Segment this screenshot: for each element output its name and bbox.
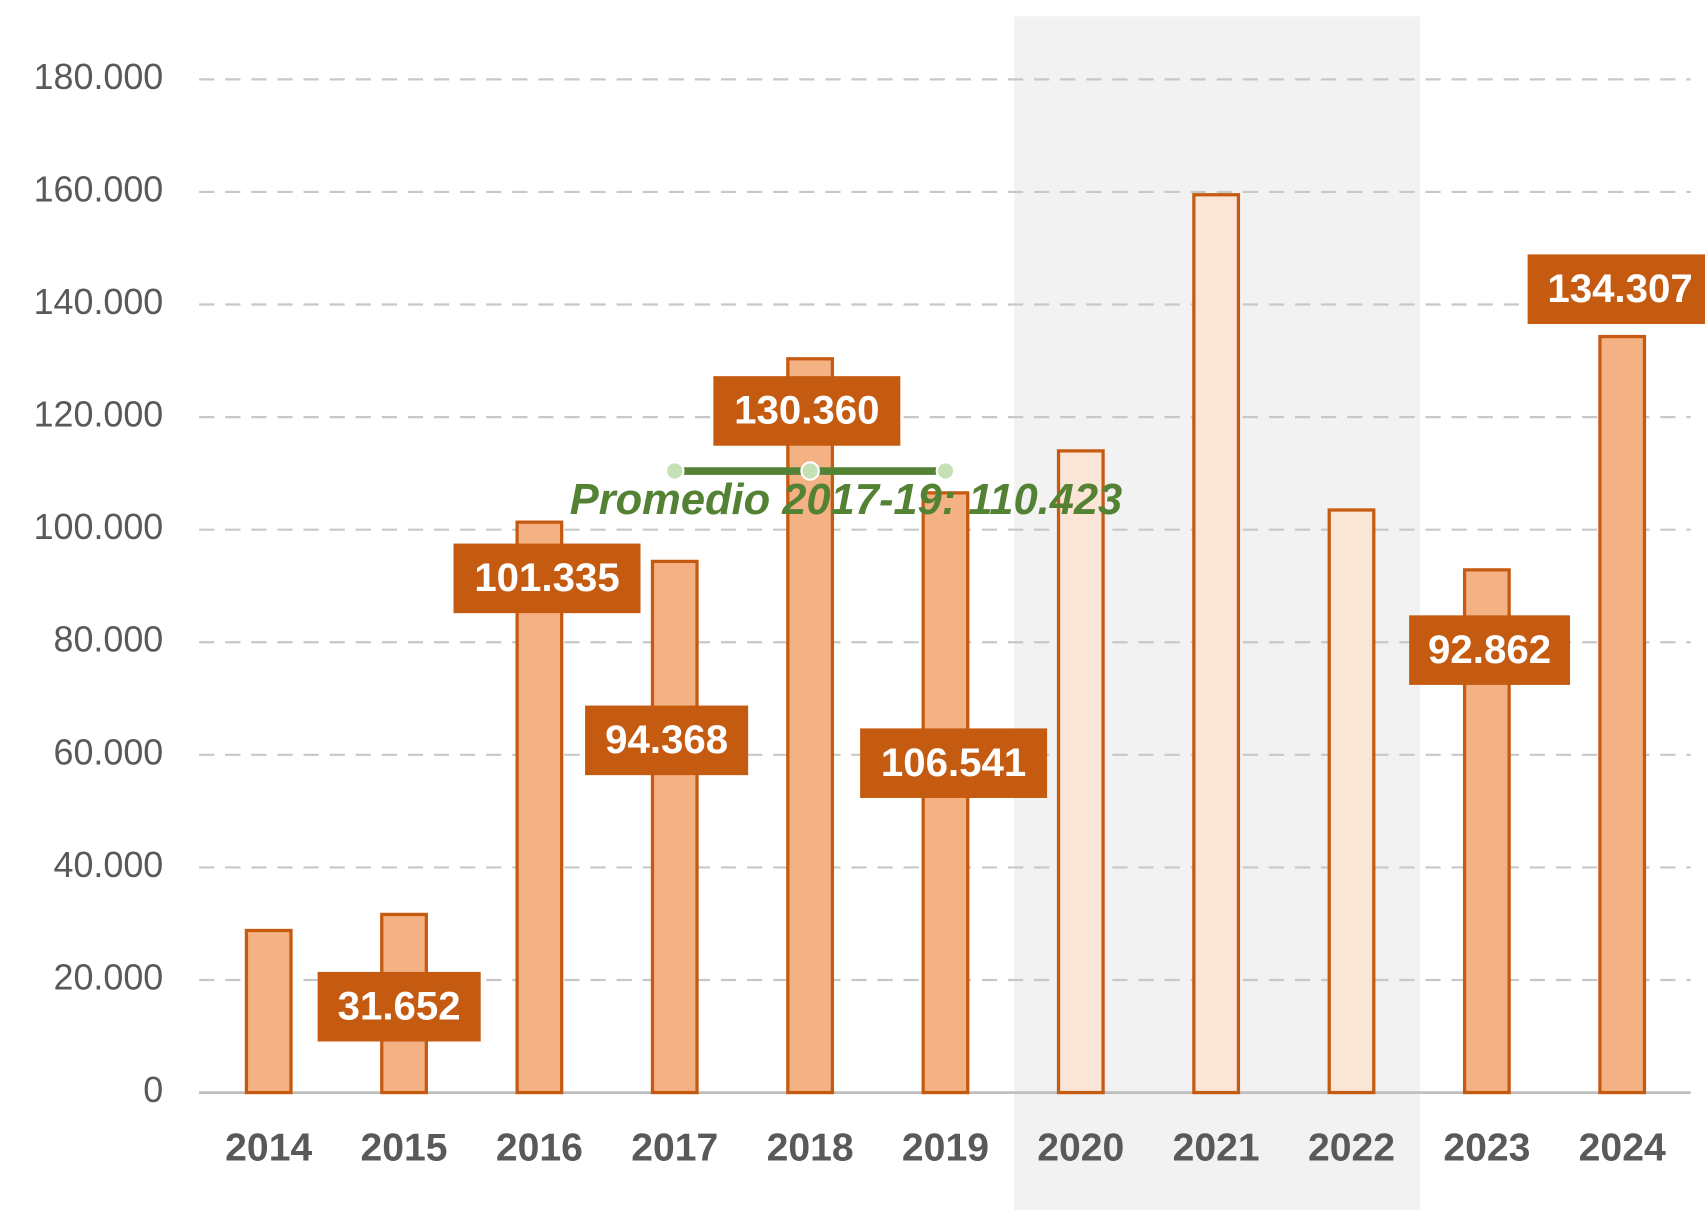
bar [515, 520, 564, 1095]
data-label: 101.335 [474, 555, 619, 600]
data-label: 94.368 [605, 717, 728, 762]
average-handle [800, 461, 820, 481]
y-tick-label: 120.000 [34, 395, 164, 435]
data-label: 31.652 [338, 984, 461, 1029]
y-tick-label: 60.000 [54, 732, 164, 772]
y-tick-label: 80.000 [54, 620, 164, 660]
average-handle [935, 461, 956, 481]
y-tick-label: 20.000 [54, 957, 164, 997]
y-tick-label: 160.000 [34, 169, 164, 209]
data-label-box [713, 376, 901, 446]
bar [1056, 449, 1105, 1095]
y-tick-label: 0 [143, 1070, 163, 1110]
data-label: 134.307 [1547, 266, 1692, 311]
data-label: 130.360 [734, 388, 879, 433]
bar [244, 928, 293, 1095]
x-tick-label: 2023 [1443, 1127, 1530, 1170]
x-tick-label: 2016 [496, 1127, 583, 1170]
data-label-box [860, 728, 1048, 798]
y-tick-label: 180.000 [34, 57, 164, 97]
data-label-box [1527, 254, 1705, 324]
data-label-box [453, 543, 641, 614]
data-label-box [317, 971, 481, 1042]
data-label-box [585, 705, 749, 776]
x-tick-label: 2022 [1308, 1127, 1395, 1170]
bar [1598, 334, 1647, 1095]
bar [1192, 193, 1241, 1095]
x-tick-label: 2021 [1173, 1127, 1260, 1170]
y-tick-label: 140.000 [34, 282, 164, 322]
y-tick-label: 40.000 [54, 845, 164, 885]
x-tick-label: 2019 [902, 1127, 989, 1170]
x-tick-label: 2024 [1579, 1127, 1666, 1170]
data-label-box [1409, 615, 1571, 685]
data-label: 92.862 [1428, 627, 1551, 672]
x-tick-label: 2017 [631, 1127, 718, 1170]
x-tick-label: 2020 [1037, 1127, 1124, 1170]
x-tick-label: 2014 [225, 1127, 312, 1170]
bar [1327, 508, 1376, 1095]
x-tick-label: 2015 [361, 1127, 448, 1170]
average-label: Promedio 2017-19: 110.423 [570, 476, 1123, 524]
average-handle [664, 461, 685, 481]
y-tick-label: 100.000 [34, 507, 164, 547]
x-tick-label: 2018 [767, 1127, 854, 1170]
bar [650, 559, 699, 1095]
data-label: 106.541 [881, 740, 1026, 785]
bar [786, 357, 835, 1095]
